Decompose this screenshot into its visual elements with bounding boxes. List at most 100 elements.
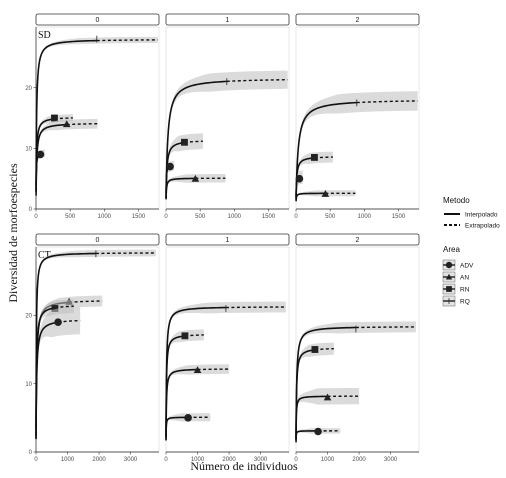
confidence-band xyxy=(166,133,203,201)
confidence-band xyxy=(166,70,288,201)
series-rn xyxy=(295,342,334,441)
series-adv xyxy=(295,170,304,199)
panel-background xyxy=(295,26,420,210)
facet-strip-label: 1 xyxy=(226,17,230,24)
x-tick-label: 0 xyxy=(294,457,298,463)
y-tick-label: 10 xyxy=(25,382,32,388)
x-tick-label: 1000 xyxy=(191,457,205,463)
interpolated-line xyxy=(165,80,227,199)
marker-rn xyxy=(181,138,188,146)
x-tick-label: 0 xyxy=(294,214,298,220)
legend-area-an: AN xyxy=(460,275,469,282)
marker-adv xyxy=(445,261,453,269)
facet-strip-label: 2 xyxy=(356,17,360,24)
series-rq xyxy=(35,249,156,429)
interpolated-line xyxy=(35,39,97,185)
facet-strip-label: 1 xyxy=(226,237,230,244)
x-tick-label: 0 xyxy=(164,457,168,463)
y-tick-label: 0 xyxy=(29,450,33,456)
extrapolated-line xyxy=(96,39,158,42)
legend-area-keys xyxy=(442,259,456,307)
facet-strip xyxy=(35,13,160,26)
extrapolated-line xyxy=(225,306,286,309)
x-tick-label: 1000 xyxy=(321,457,335,463)
legend-area-adv: ADV xyxy=(460,263,474,270)
series-adv xyxy=(295,427,341,444)
series-adv xyxy=(165,160,175,195)
interpolated-line xyxy=(295,395,328,440)
marker-an xyxy=(62,120,71,128)
series-an xyxy=(295,190,356,203)
extrapolated-line xyxy=(95,252,156,255)
legend: Metodo Interpolado Extrapolado Area ADV … xyxy=(442,196,500,307)
marker-rn xyxy=(311,346,319,353)
series-adv xyxy=(165,413,211,442)
series-adv xyxy=(35,306,81,444)
x-tick-label: 3000 xyxy=(254,457,268,463)
extrapolated-line xyxy=(356,100,418,104)
marker-adv xyxy=(184,414,192,422)
marker-an xyxy=(445,273,453,280)
facet-strip xyxy=(165,13,290,26)
x-tick-label: 0 xyxy=(34,457,38,463)
facet-strip-label: 2 xyxy=(356,237,360,244)
x-tick-label: 1500 xyxy=(262,214,276,220)
confidence-band xyxy=(296,151,333,201)
x-tick-label: 2000 xyxy=(222,457,236,463)
marker-rn xyxy=(51,114,58,122)
confidence-band xyxy=(296,342,334,441)
marker-rn xyxy=(446,286,452,292)
x-tick-label: 500 xyxy=(325,214,336,220)
series-adv xyxy=(35,149,45,192)
y-axis-title: Diversidad de morfoespecies xyxy=(6,163,20,303)
marker-rn xyxy=(51,305,59,312)
marker-rn xyxy=(181,332,189,340)
facet-strip xyxy=(165,233,290,246)
series-an xyxy=(295,387,360,443)
legend-area-rn: RN xyxy=(460,287,470,294)
legend-method-title: Metodo xyxy=(443,196,470,205)
interpolated-line xyxy=(295,101,357,200)
y-tick-label: 10 xyxy=(25,147,32,153)
legend-method-interpolado: Interpolado xyxy=(465,212,498,219)
confidence-band xyxy=(296,387,360,443)
x-tick-label: 2000 xyxy=(352,457,366,463)
facet-strip xyxy=(35,233,160,246)
panel-background xyxy=(35,246,160,453)
x-tick-label: 3000 xyxy=(384,457,398,463)
interpolated-line xyxy=(295,349,316,440)
x-tick-label: 0 xyxy=(164,214,168,220)
interpolated-line xyxy=(35,321,59,440)
y-tick-label: 20 xyxy=(25,86,32,92)
x-tick-label: 500 xyxy=(65,214,76,220)
extrapolated-line xyxy=(355,326,416,329)
marker-adv xyxy=(314,427,322,436)
x-tick-label: 1000 xyxy=(61,457,75,463)
marker-an xyxy=(321,190,330,197)
row-label: CT xyxy=(38,250,51,261)
facet-strip xyxy=(295,13,420,26)
legend-method-extrapolado: Extrapolado xyxy=(465,223,500,230)
marker-an xyxy=(193,366,202,374)
facet-panel: 1 0 1000 2000 3000 xyxy=(164,233,290,463)
marker-an xyxy=(191,174,200,182)
x-tick-label: 1500 xyxy=(132,214,146,220)
x-tick-label: 0 xyxy=(34,214,38,220)
facet-panel: 1 0 500 1000 1500 xyxy=(164,13,290,220)
interpolated-line xyxy=(295,192,326,202)
x-axis-title: Número de individuos xyxy=(190,459,298,473)
interpolated-line xyxy=(35,252,96,428)
confidence-band xyxy=(296,428,341,444)
facet-panel: 2 0 1000 2000 3000 xyxy=(294,233,420,463)
series-an xyxy=(165,364,230,441)
series-rq xyxy=(35,35,158,186)
facet-strip-label: 0 xyxy=(96,237,100,244)
confidence-band xyxy=(36,118,98,198)
y-tick-label: 20 xyxy=(25,314,32,320)
confidence-band xyxy=(166,364,230,441)
confidence-band xyxy=(296,91,418,203)
